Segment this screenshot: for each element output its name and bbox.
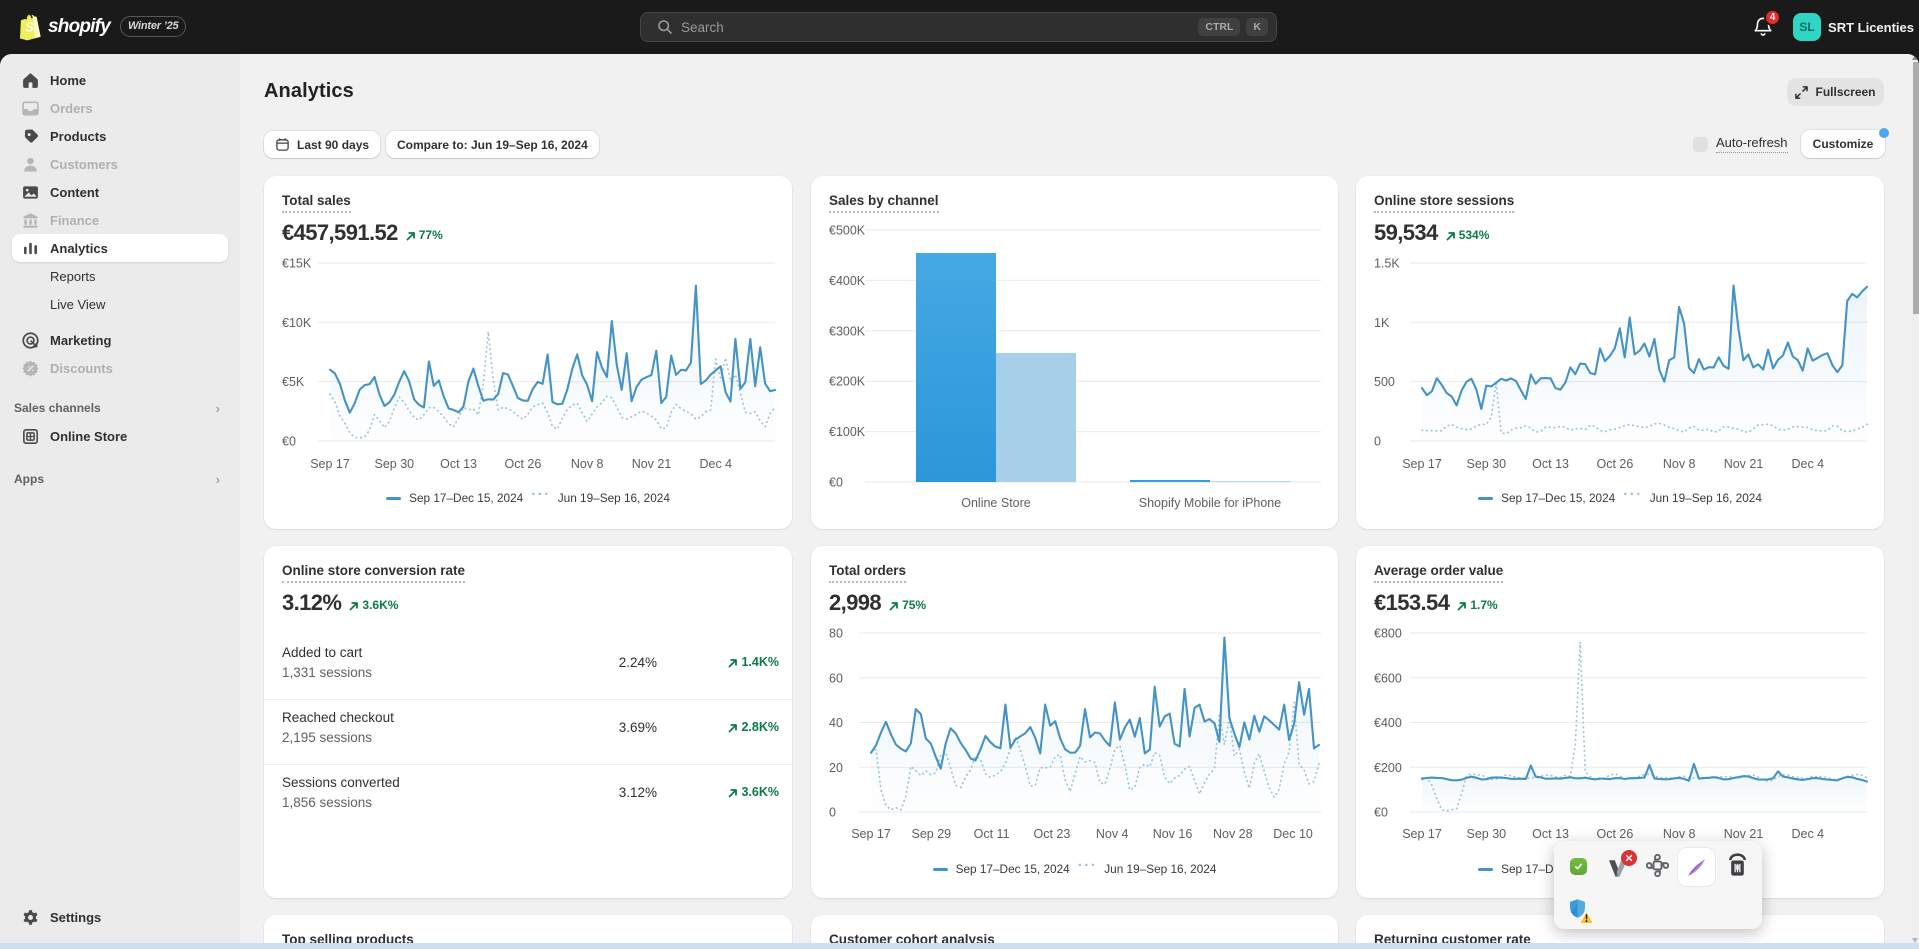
svg-text:€100K: €100K xyxy=(829,425,866,439)
svg-text:Sep 17: Sep 17 xyxy=(1402,457,1442,471)
svg-text:Nov 28: Nov 28 xyxy=(1213,827,1253,841)
svg-text:Sep 30: Sep 30 xyxy=(1466,457,1506,471)
svg-text:1K: 1K xyxy=(1374,316,1390,330)
svg-text:€0: €0 xyxy=(282,435,296,449)
svg-text:€400: €400 xyxy=(1374,716,1402,730)
svg-text:Nov 16: Nov 16 xyxy=(1153,827,1193,841)
svg-text:Oct 26: Oct 26 xyxy=(504,457,541,471)
svg-text:Dec 4: Dec 4 xyxy=(1791,457,1824,471)
svg-text:Oct 13: Oct 13 xyxy=(1532,827,1569,841)
svg-text:Sep 17: Sep 17 xyxy=(851,827,891,841)
svg-text:Nov 8: Nov 8 xyxy=(1663,457,1696,471)
svg-text:500: 500 xyxy=(1374,375,1395,389)
svg-text:€200K: €200K xyxy=(829,375,866,389)
svg-text:Nov 21: Nov 21 xyxy=(1724,457,1764,471)
svg-text:Sep 29: Sep 29 xyxy=(911,827,951,841)
svg-text:Oct 13: Oct 13 xyxy=(1532,457,1569,471)
svg-text:80: 80 xyxy=(829,627,843,641)
svg-text:Nov 21: Nov 21 xyxy=(632,457,672,471)
svg-text:Sep 30: Sep 30 xyxy=(1466,827,1506,841)
svg-text:40: 40 xyxy=(829,716,843,730)
svg-text:€10K: €10K xyxy=(282,316,312,330)
svg-text:Nov 21: Nov 21 xyxy=(1724,827,1764,841)
svg-text:€200: €200 xyxy=(1374,761,1402,775)
svg-text:Dec 4: Dec 4 xyxy=(1791,827,1824,841)
svg-text:Oct 26: Oct 26 xyxy=(1596,827,1633,841)
svg-text:€0: €0 xyxy=(1374,806,1388,820)
svg-text:Oct 26: Oct 26 xyxy=(1596,457,1633,471)
svg-text:€400K: €400K xyxy=(829,274,866,288)
svg-text:€300K: €300K xyxy=(829,324,866,338)
svg-text:Dec 10: Dec 10 xyxy=(1273,827,1313,841)
svg-text:1.5K: 1.5K xyxy=(1374,257,1400,271)
svg-text:Nov 8: Nov 8 xyxy=(571,457,604,471)
svg-text:Oct 13: Oct 13 xyxy=(440,457,477,471)
svg-text:Dec 4: Dec 4 xyxy=(699,457,732,471)
svg-text:€500K: €500K xyxy=(829,224,866,238)
svg-text:20: 20 xyxy=(829,761,843,775)
svg-text:€600: €600 xyxy=(1374,671,1402,685)
svg-text:Sep 17: Sep 17 xyxy=(1402,827,1442,841)
svg-text:Oct 11: Oct 11 xyxy=(974,827,1010,841)
svg-text:S: S xyxy=(25,19,35,35)
svg-text:Sep 30: Sep 30 xyxy=(374,457,414,471)
svg-text:Online Store: Online Store xyxy=(961,496,1031,510)
svg-text:Oct 23: Oct 23 xyxy=(1033,827,1070,841)
svg-text:0: 0 xyxy=(1374,435,1381,449)
svg-text:60: 60 xyxy=(829,671,843,685)
svg-text:Sep 17: Sep 17 xyxy=(310,457,350,471)
svg-text:€5K: €5K xyxy=(282,375,305,389)
svg-text:0: 0 xyxy=(829,806,836,820)
svg-text:Nov 8: Nov 8 xyxy=(1663,827,1696,841)
svg-text:Shopify Mobile for iPhone: Shopify Mobile for iPhone xyxy=(1139,496,1281,510)
svg-text:€0: €0 xyxy=(829,476,843,490)
svg-text:Nov 4: Nov 4 xyxy=(1096,827,1129,841)
svg-text:€15K: €15K xyxy=(282,257,312,271)
svg-text:€800: €800 xyxy=(1374,627,1402,641)
